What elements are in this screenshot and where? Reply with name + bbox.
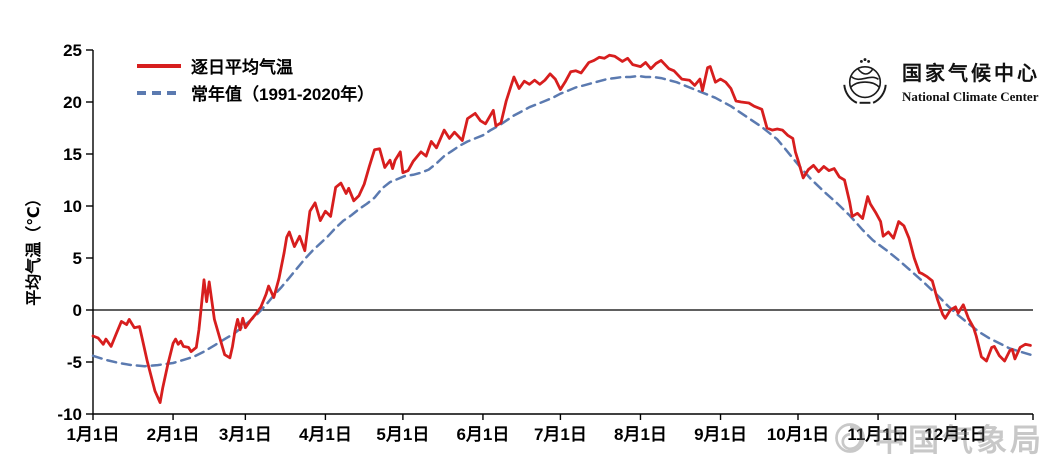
svg-text:-10: -10 xyxy=(57,405,82,424)
svg-text:2月1日: 2月1日 xyxy=(147,425,200,444)
svg-text:25: 25 xyxy=(63,41,82,60)
y-axis-title: 平均气温（℃） xyxy=(26,190,43,306)
ncc-name-chinese: 国家气候中心 xyxy=(902,62,1040,85)
svg-text:15: 15 xyxy=(63,145,82,164)
solid-line-swatch-icon xyxy=(137,63,181,68)
legend-item-normal: 常年值（1991-2020年） xyxy=(137,79,374,106)
svg-text:0: 0 xyxy=(73,301,82,320)
national-climate-center-logo: 国家气候中心 National Climate Center xyxy=(838,56,1040,110)
legend-label-daily-mean: 逐日平均气温 xyxy=(191,58,293,77)
svg-text:6月1日: 6月1日 xyxy=(456,425,509,444)
svg-text:12月1日: 12月1日 xyxy=(924,425,986,444)
legend-item-daily-mean: 逐日平均气温 xyxy=(137,52,374,79)
legend-label-normal: 常年值（1991-2020年） xyxy=(191,85,375,104)
svg-text:9月1日: 9月1日 xyxy=(694,425,747,444)
svg-text:10月1日: 10月1日 xyxy=(767,425,829,444)
legend: 逐日平均气温 常年值（1991-2020年） xyxy=(137,52,374,106)
ncc-emblem-icon xyxy=(843,58,887,104)
svg-text:8月1日: 8月1日 xyxy=(614,425,667,444)
svg-text:4月1日: 4月1日 xyxy=(299,425,352,444)
svg-text:20: 20 xyxy=(63,93,82,112)
ncc-name-english: National Climate Center xyxy=(902,88,1039,104)
svg-text:10: 10 xyxy=(63,197,82,216)
svg-text:1月1日: 1月1日 xyxy=(67,425,120,444)
svg-text:-5: -5 xyxy=(67,353,82,372)
svg-text:5: 5 xyxy=(73,249,82,268)
svg-text:3月1日: 3月1日 xyxy=(219,425,272,444)
dashed-line-swatch-icon xyxy=(137,90,181,95)
svg-text:11月1日: 11月1日 xyxy=(847,425,908,444)
svg-text:7月1日: 7月1日 xyxy=(534,425,587,444)
svg-text:5月1日: 5月1日 xyxy=(376,425,429,444)
